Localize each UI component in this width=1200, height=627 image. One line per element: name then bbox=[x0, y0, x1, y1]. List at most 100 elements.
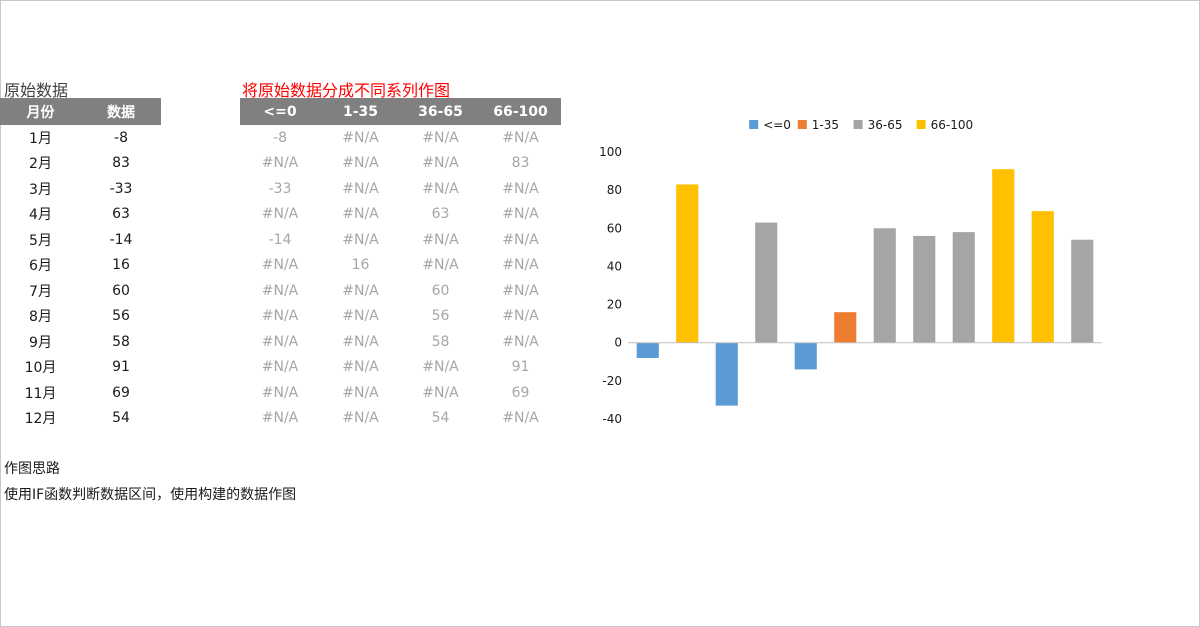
series-cell: #N/A bbox=[422, 359, 459, 376]
source-row: 9月 58 bbox=[0, 329, 161, 355]
series-cell: #N/A bbox=[422, 384, 459, 401]
y-tick-label: 60 bbox=[607, 221, 622, 235]
bar-36-65-8月 bbox=[913, 235, 936, 343]
source-header-cell: 月份 bbox=[0, 98, 81, 125]
source-row: 12月 54 bbox=[0, 406, 161, 432]
legend-swatch-36-65 bbox=[853, 120, 863, 129]
series-row: #N/A 16 #N/A #N/A bbox=[240, 253, 561, 279]
series-cell: #N/A bbox=[342, 308, 379, 325]
series-table-title: 将原始数据分成不同系列作图 bbox=[242, 81, 451, 100]
bar-36-65-9月 bbox=[952, 232, 975, 343]
source-cell: 58 bbox=[112, 333, 130, 350]
series-cell: #N/A bbox=[261, 410, 299, 427]
source-row: 10月 91 bbox=[0, 355, 161, 381]
source-row: 4月 63 bbox=[0, 202, 161, 228]
source-cell: -14 bbox=[109, 231, 133, 248]
series-cell: 69 bbox=[511, 384, 530, 401]
series-header-cell: 66-100 bbox=[480, 98, 561, 125]
source-data-table: 月份 数据 1月 -8 2月 83 3月 -33 4月 63 5月 -14 6月 16 7月 60 8月 56 9… bbox=[0, 98, 161, 431]
source-cell: 3月 bbox=[29, 181, 52, 198]
series-cell: -8 bbox=[273, 129, 287, 146]
legend-label: 1-35 bbox=[812, 118, 839, 132]
source-cell: 54 bbox=[112, 410, 130, 427]
source-cell: 7月 bbox=[29, 283, 52, 300]
source-cell: -33 bbox=[109, 180, 133, 197]
source-cell: 63 bbox=[112, 206, 130, 223]
series-cell: #N/A bbox=[342, 359, 379, 376]
y-tick-label: 80 bbox=[607, 183, 622, 197]
series-row: -33 #N/A #N/A #N/A bbox=[240, 176, 561, 202]
series-row: #N/A #N/A #N/A 91 bbox=[240, 355, 561, 381]
series-cell: 58 bbox=[431, 333, 450, 350]
y-tick-label: 0 bbox=[614, 336, 622, 350]
series-cell: #N/A bbox=[261, 206, 299, 223]
series-cell: #N/A bbox=[261, 282, 299, 299]
source-row: 8月 56 bbox=[0, 304, 161, 330]
notes-text: 使用IF函数判断数据区间，使用构建的数据作图 bbox=[4, 487, 297, 503]
series-cell: 54 bbox=[431, 410, 450, 427]
source-cell: 11月 bbox=[24, 385, 57, 402]
source-cell: 5月 bbox=[29, 232, 52, 249]
series-cell: #N/A bbox=[342, 231, 379, 248]
source-cell: 6月 bbox=[29, 258, 52, 275]
source-cell: 60 bbox=[112, 282, 130, 299]
series-cell: #N/A bbox=[422, 155, 459, 172]
series-cell: 91 bbox=[511, 359, 530, 376]
series-cell: 56 bbox=[431, 308, 450, 325]
bar-36-65-7月 bbox=[873, 228, 896, 343]
source-cell: 10月 bbox=[24, 360, 57, 377]
series-cell: #N/A bbox=[261, 155, 299, 172]
series-cell: #N/A bbox=[342, 384, 379, 401]
series-cell: #N/A bbox=[261, 308, 299, 325]
y-tick-label: 40 bbox=[607, 259, 622, 273]
series-cell: #N/A bbox=[502, 333, 539, 350]
y-tick-label: 100 bbox=[599, 145, 622, 159]
series-cell: #N/A bbox=[342, 129, 379, 146]
source-cell: 8月 bbox=[29, 309, 52, 326]
legend-swatch-66-100 bbox=[916, 120, 926, 129]
series-cell: #N/A bbox=[502, 257, 539, 274]
legend-swatch-<=0 bbox=[749, 120, 759, 129]
series-cell: #N/A bbox=[261, 257, 299, 274]
series-cell: -14 bbox=[268, 231, 292, 248]
series-cell: #N/A bbox=[502, 206, 539, 223]
y-tick-label: -20 bbox=[602, 374, 622, 388]
source-cell: 9月 bbox=[29, 334, 52, 351]
series-row: #N/A #N/A 56 #N/A bbox=[240, 304, 561, 330]
series-cell: #N/A bbox=[502, 410, 539, 427]
source-row: 11月 69 bbox=[0, 380, 161, 406]
bar-<=0-5月 bbox=[794, 342, 817, 370]
series-header-cell: <=0 bbox=[240, 98, 320, 125]
y-tick-label: -40 bbox=[602, 412, 622, 426]
series-cell: #N/A bbox=[502, 231, 539, 248]
series-row: #N/A #N/A 54 #N/A bbox=[240, 406, 561, 432]
bar-<=0-3月 bbox=[715, 342, 738, 406]
series-cell: 16 bbox=[351, 257, 370, 274]
series-cell: 60 bbox=[431, 282, 450, 299]
series-cell: #N/A bbox=[422, 231, 459, 248]
bar-36-65-12月 bbox=[1071, 239, 1094, 343]
y-tick-label: 20 bbox=[607, 298, 622, 312]
series-header-cell: 36-65 bbox=[401, 98, 480, 125]
series-cell: 63 bbox=[431, 206, 450, 223]
series-cell: #N/A bbox=[342, 410, 379, 427]
legend-label: <=0 bbox=[763, 118, 791, 132]
column-chart: 100 80 60 40 20 0 -20 -40 <=0 1-35 36-65 66-100 bbox=[599, 118, 1102, 426]
bar-66-100-2月 bbox=[676, 184, 699, 343]
source-cell: 83 bbox=[112, 155, 130, 172]
series-cell: 83 bbox=[511, 155, 530, 172]
source-cell: 4月 bbox=[29, 207, 52, 224]
source-cell: 56 bbox=[112, 308, 130, 325]
bar-<=0-1月 bbox=[636, 342, 659, 358]
series-cell: #N/A bbox=[502, 308, 539, 325]
bar-66-100-11月 bbox=[1031, 211, 1054, 343]
series-row: #N/A #N/A #N/A 83 bbox=[240, 151, 561, 177]
series-cell: #N/A bbox=[502, 282, 539, 299]
series-cell: #N/A bbox=[422, 257, 459, 274]
series-header-cell: 1-35 bbox=[320, 98, 401, 125]
source-cell: 2月 bbox=[29, 156, 52, 173]
series-header-row: <=0 1-35 36-65 66-100 bbox=[240, 98, 561, 125]
series-row: -14 #N/A #N/A #N/A bbox=[240, 227, 561, 253]
series-cell: #N/A bbox=[261, 333, 299, 350]
series-cell: #N/A bbox=[342, 180, 379, 197]
